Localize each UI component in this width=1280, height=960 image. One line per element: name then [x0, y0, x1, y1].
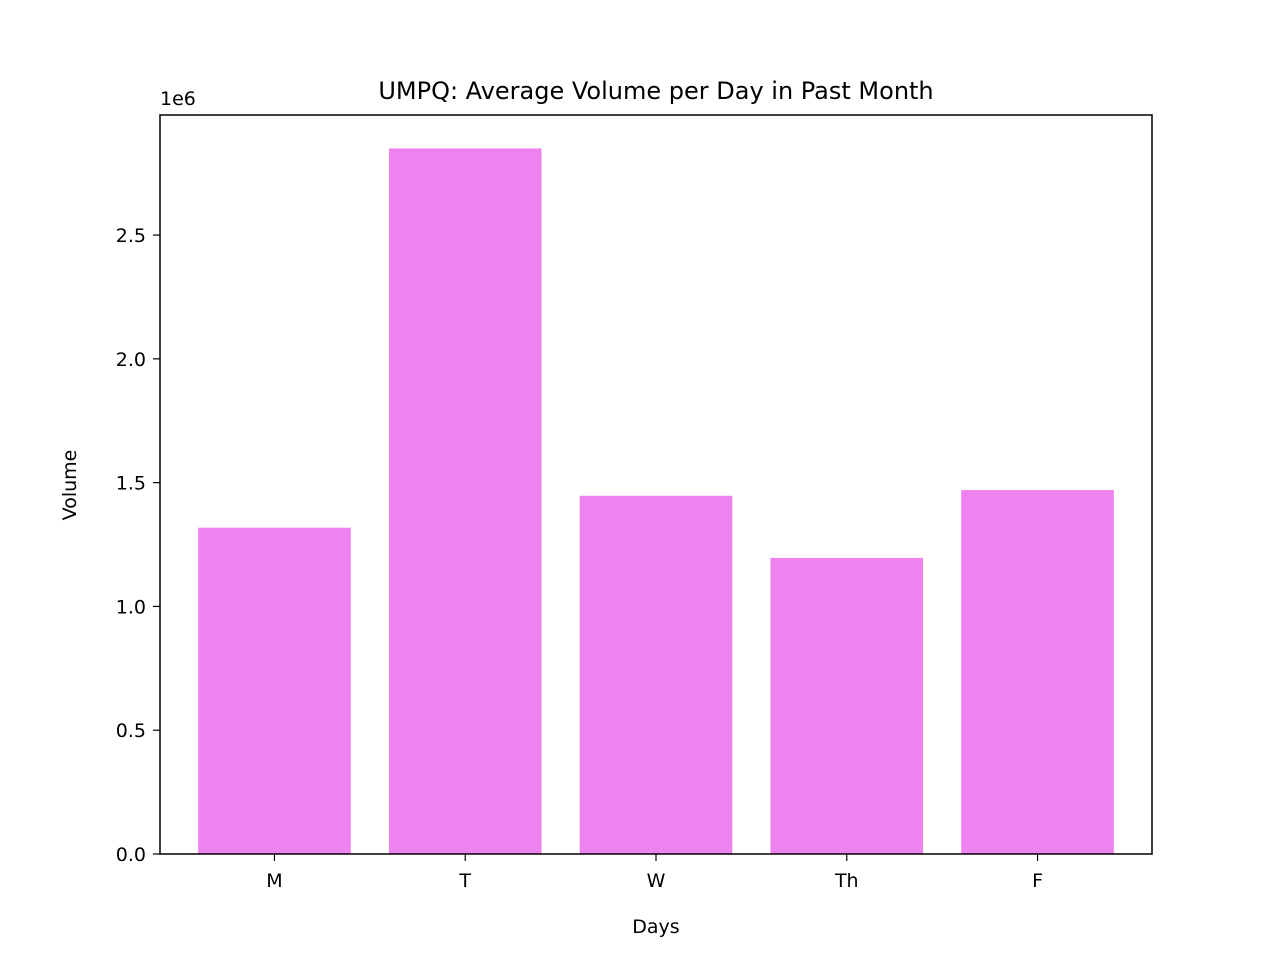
x-axis-label: Days [632, 916, 679, 938]
x-tick-label: T [458, 870, 471, 892]
y-tick-label: 0.5 [116, 720, 146, 742]
bars-group [198, 148, 1114, 854]
bar-t [388, 148, 542, 854]
bar-m [198, 527, 351, 854]
bar-f [961, 490, 1114, 854]
x-tick-label: F [1032, 870, 1043, 892]
x-tick-label: Th [834, 870, 859, 892]
y-axis-ticks: 0.0 0.5 1.0 1.5 2.0 2.5 [116, 225, 160, 866]
chart-title: UMPQ: Average Volume per Day in Past Mon… [378, 77, 933, 105]
x-tick-label: W [647, 870, 666, 892]
y-tick-label: 0.0 [116, 844, 146, 866]
y-axis-label: Volume [59, 450, 81, 521]
y-tick-label: 1.5 [116, 473, 146, 495]
x-tick-label: M [266, 870, 282, 892]
plot-area-frame [159, 114, 1153, 855]
y-tick-label: 2.0 [116, 349, 146, 371]
bar-w [579, 495, 733, 854]
y-axis-offset-label: 1e6 [160, 88, 196, 110]
y-tick-label: 1.0 [116, 596, 146, 618]
x-axis-ticks: M T W Th F [266, 854, 1043, 892]
y-tick-label: 2.5 [116, 225, 146, 247]
bar-th [770, 557, 924, 854]
